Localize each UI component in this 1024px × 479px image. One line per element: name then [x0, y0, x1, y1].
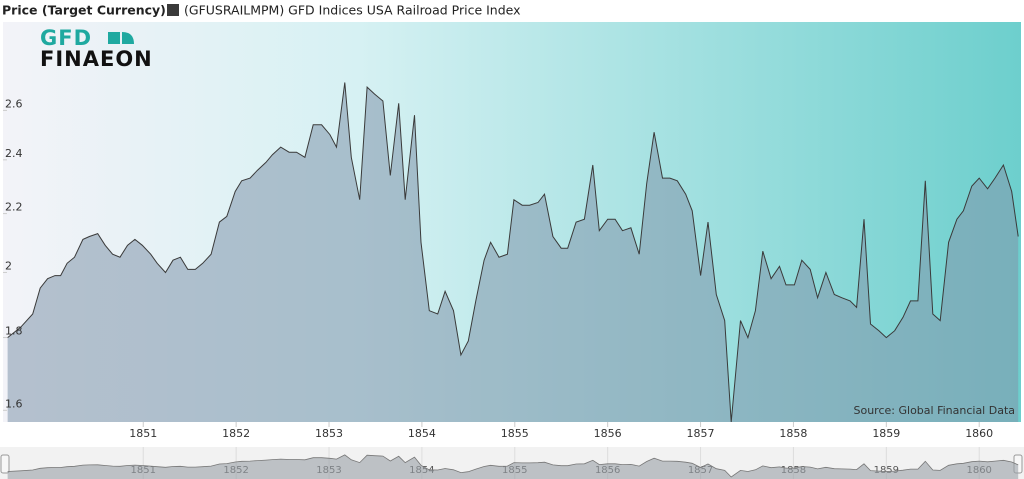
legend-label: (GFUSRAILMPM) GFD Indices USA Railroad P… — [184, 3, 521, 18]
navigator-line-fill — [7, 454, 1019, 479]
x-tick-label: 1851 — [129, 427, 157, 440]
y-tick-label: 2 — [5, 259, 12, 272]
navigator-line — [7, 454, 1019, 478]
x-tick-label: 1860 — [965, 427, 993, 440]
logo-icon — [108, 32, 134, 44]
navigator-tick-label: 1859 — [874, 465, 899, 476]
area-line — [7, 82, 1019, 423]
x-tick-label: 1853 — [315, 427, 343, 440]
area-line-fill — [7, 82, 1019, 422]
y-tick-label: 1.8 — [5, 325, 23, 338]
legend-swatch — [167, 4, 179, 16]
x-tick-label: 1852 — [222, 427, 250, 440]
logo-top: GFD — [40, 26, 92, 50]
logo-bottom: FINAEON — [40, 47, 153, 71]
x-tick-label: 1857 — [687, 427, 715, 440]
source-note: Source: Global Financial Data — [854, 404, 1016, 417]
y-tick-label: 1.6 — [5, 397, 23, 410]
y-tick-label: 2.4 — [5, 147, 23, 160]
x-tick-label: 1858 — [779, 427, 807, 440]
x-tick-label: 1855 — [501, 427, 529, 440]
x-tick-label: 1856 — [594, 427, 622, 440]
y-tick-label: 2.6 — [5, 97, 23, 110]
x-tick-label: 1854 — [408, 427, 436, 440]
y-tick-label: 2.2 — [5, 201, 23, 214]
y-axis-title: Price (Target Currency) — [2, 3, 166, 18]
x-tick-label: 1859 — [872, 427, 900, 440]
navigator-handle[interactable] — [0, 454, 10, 474]
